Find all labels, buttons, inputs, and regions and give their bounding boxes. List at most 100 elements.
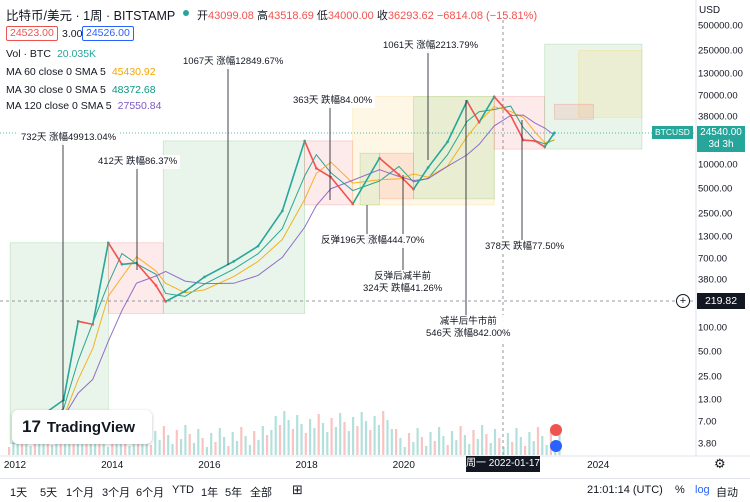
annotation-label[interactable]: 363天 跌幅84.00%	[290, 94, 376, 108]
open-label: 开	[197, 10, 208, 22]
annotation-label[interactable]: 378天 跌幅77.50%	[482, 240, 568, 254]
volume-bar	[244, 436, 247, 455]
price-tick-label: 130000.00	[698, 68, 743, 80]
cycle-region	[413, 96, 495, 200]
price-segment	[184, 276, 206, 292]
event-marker-icon[interactable]	[550, 424, 562, 436]
range-all-button[interactable]: 全部	[250, 487, 272, 499]
symbol-price-tag: BTCUSD	[652, 126, 693, 139]
volume-bar	[283, 411, 286, 455]
crosshair-date-label: 周一 2022-01-17	[466, 456, 540, 472]
annotation-label[interactable]: 反弹后减半前 324天 跌幅41.26%	[360, 270, 446, 296]
volume-bar	[210, 433, 213, 455]
price-segment	[281, 140, 306, 212]
time-tick-label: 2018	[295, 460, 318, 471]
volume-bar	[154, 431, 157, 455]
range-5y-button[interactable]: 5年	[225, 487, 243, 499]
annotation-label[interactable]: 1061天 涨幅2213.79%	[380, 39, 482, 53]
indicator-volume[interactable]: Vol · BTC 20.035K	[6, 48, 96, 60]
utc-clock[interactable]: 21:01:14 (UTC)	[587, 484, 663, 496]
price-point	[553, 131, 556, 135]
volume-bar	[89, 434, 92, 455]
volume-bar	[532, 441, 535, 455]
volume-bar	[72, 444, 75, 455]
range-3m-button[interactable]: 3个月	[102, 487, 131, 499]
sell-price-box[interactable]: 24523.00	[6, 26, 58, 41]
range-1m-button[interactable]: 1个月	[66, 487, 95, 499]
currency-label[interactable]: USD	[699, 5, 721, 16]
volume-bar	[270, 430, 273, 455]
range-1y-button[interactable]: 1年	[201, 487, 219, 499]
tradingview-mark-icon: 17	[22, 417, 41, 436]
volume-bar	[463, 435, 466, 455]
log-scale-toggle[interactable]: log	[695, 484, 710, 496]
close-value: 36293.62	[387, 10, 434, 22]
price-segment	[121, 262, 137, 266]
indicator-ma30[interactable]: MA 30 close 0 SMA 5 48372.68	[6, 84, 156, 96]
volume-bar	[395, 429, 398, 455]
price-segment	[315, 167, 332, 178]
price-segment	[544, 132, 556, 148]
percent-scale-toggle[interactable]: %	[675, 484, 685, 496]
volume-bar	[167, 435, 170, 455]
date-range-calendar-icon[interactable]: ⊞	[292, 482, 303, 497]
volume-bar	[420, 437, 423, 455]
buy-price-box[interactable]: 24526.00	[82, 26, 134, 41]
price-tick-label: 2500.00	[698, 208, 733, 220]
indicator-ma120[interactable]: MA 120 close 0 SMA 5 27550.84	[6, 100, 161, 112]
volume-bar	[184, 425, 187, 455]
volume-bar	[506, 433, 509, 455]
volume-bar	[81, 439, 84, 455]
range-5d-button[interactable]: 5天	[40, 487, 58, 499]
volume-bar	[137, 441, 140, 455]
time-tick-label: 2016	[198, 460, 221, 471]
volume-bar	[545, 445, 548, 455]
volume-bar	[429, 432, 432, 455]
range-1d-button[interactable]: 1天	[10, 487, 28, 499]
volume-bar	[382, 411, 385, 455]
price-segment	[378, 157, 400, 176]
annotation-label[interactable]: 732天 涨幅49913.04%	[18, 131, 120, 145]
volume-bar	[472, 430, 475, 455]
price-chart[interactable]	[0, 0, 750, 478]
volume-bar	[498, 438, 501, 455]
volume-bar	[253, 431, 256, 455]
volume-bar	[266, 435, 269, 455]
candle-series	[13, 95, 556, 436]
auto-scale-toggle[interactable]: 自动	[716, 487, 738, 499]
volume-bar	[257, 440, 260, 455]
price-tick-label: 38000.00	[698, 111, 738, 123]
volume-bar	[412, 442, 415, 455]
price-segment	[62, 321, 79, 401]
bar-countdown: 3d 3h	[708, 139, 734, 150]
annotation-label[interactable]: 412天 跌幅86.37%	[95, 155, 181, 169]
symbol-title[interactable]: 比特币/美元 · 1周 · BITSTAMP	[6, 9, 176, 23]
flag-icon[interactable]	[550, 440, 562, 452]
change-value: −6814.08 (−15.81%)	[436, 10, 538, 22]
volume-bar	[399, 438, 402, 455]
price-segment	[352, 157, 381, 205]
time-tick-label: 2014	[101, 460, 124, 471]
range-ytd-button[interactable]: YTD	[172, 484, 194, 496]
price-segment	[78, 320, 93, 326]
volume-bar	[446, 445, 449, 455]
indicator-ma60[interactable]: MA 60 close 0 SMA 5 45430.92	[6, 66, 156, 78]
gear-icon[interactable]: ⚙	[714, 456, 726, 471]
volume-bar	[106, 447, 110, 455]
indicator-label: MA 30 close 0 SMA 5	[6, 84, 106, 96]
volume-bar	[274, 416, 277, 455]
annotation-label[interactable]: 减半后牛市前 546天 涨幅842.00%	[423, 315, 514, 341]
volume-bar	[407, 433, 411, 455]
volume-bar	[248, 445, 251, 455]
price-tick-label: 100.00	[698, 322, 728, 334]
cycle-region	[544, 43, 643, 150]
add-alert-plus-icon[interactable]: +	[676, 294, 690, 308]
annotation-label[interactable]: 1067天 涨幅12849.67%	[180, 55, 287, 69]
price-segment	[165, 290, 186, 303]
volume-bar	[68, 435, 71, 455]
price-tick-label: 25.00	[698, 371, 722, 383]
annotation-label[interactable]: 反弹196天 涨幅444.70%	[318, 234, 428, 248]
price-tick-label: 500000.00	[698, 20, 743, 32]
tradingview-logo[interactable]: 17 TradingView	[12, 410, 152, 444]
range-6m-button[interactable]: 6个月	[136, 487, 165, 499]
